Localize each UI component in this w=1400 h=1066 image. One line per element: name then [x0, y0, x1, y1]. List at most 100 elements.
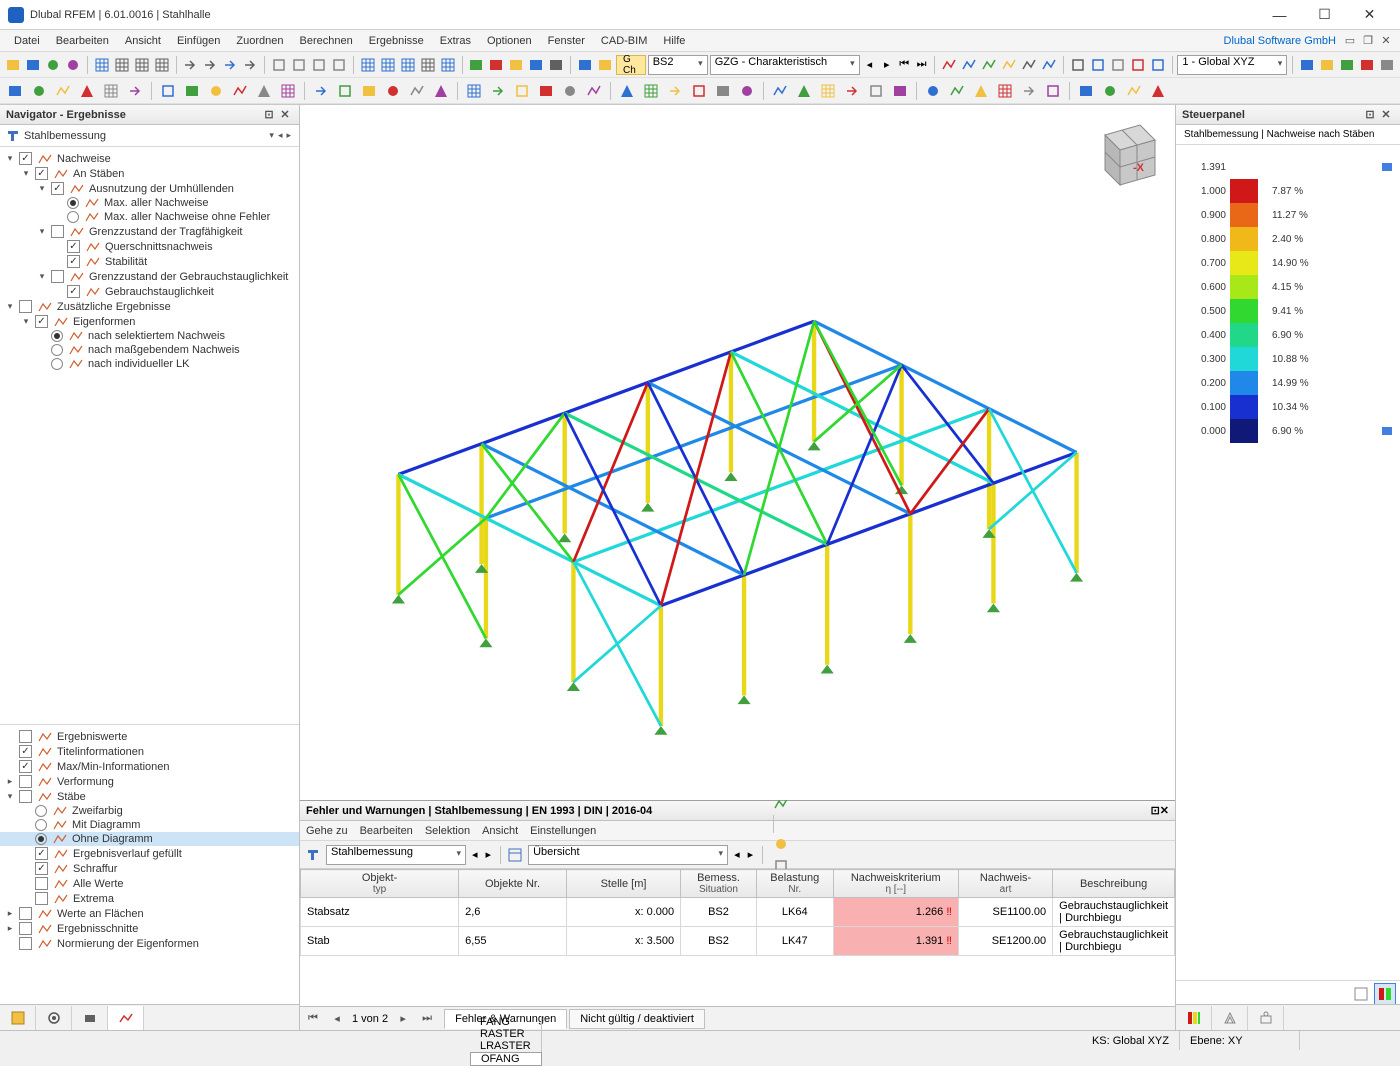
nav-button[interactable]: ⏮ — [897, 54, 912, 76]
tree-node[interactable]: Ohne Diagramm — [0, 832, 299, 846]
toolbar-button[interactable] — [277, 80, 299, 102]
tree-node[interactable]: Max. aller Nachweise — [0, 196, 299, 210]
tree-node[interactable]: Schraffur — [0, 861, 299, 876]
toolbar-button[interactable] — [133, 54, 151, 76]
cp-icon-1[interactable] — [1350, 983, 1372, 1005]
errors-pin-icon[interactable]: ⊡ — [1151, 804, 1160, 817]
tree-node[interactable]: ▸Ergebnisschnitte — [0, 921, 299, 936]
tree-node[interactable]: ▾Grenzzustand der Tragfähigkeit — [0, 224, 299, 239]
checkbox[interactable] — [35, 315, 48, 328]
toolbar-button[interactable] — [221, 54, 239, 76]
toolbar-button[interactable] — [4, 54, 22, 76]
cp-close-icon[interactable]: ✕ — [1378, 108, 1394, 121]
menu-zuordnen[interactable]: Zuordnen — [228, 33, 291, 49]
nav-button[interactable]: ▸ — [879, 54, 894, 76]
tree-node[interactable]: ▸Werte an Flächen — [0, 906, 299, 921]
tree-node[interactable]: nach individueller LK — [0, 357, 299, 371]
next-icon[interactable]: ▸ — [484, 848, 494, 861]
toolbar-button[interactable] — [817, 80, 839, 102]
cp-tab-2[interactable] — [1212, 1006, 1248, 1030]
toolbar-button[interactable] — [44, 54, 62, 76]
radio[interactable] — [35, 819, 47, 831]
tree-node[interactable]: Titelinformationen — [0, 744, 299, 759]
toolbar-button[interactable] — [946, 80, 968, 102]
checkbox[interactable] — [19, 775, 32, 788]
toolbar-button[interactable] — [616, 80, 638, 102]
status-item[interactable]: FANG — [470, 1016, 542, 1028]
toolbar-button[interactable] — [770, 833, 792, 855]
brand-label[interactable]: Dlubal Software GmbH — [1224, 35, 1343, 47]
radio[interactable] — [51, 358, 63, 370]
cp-tab-3[interactable] — [1248, 1006, 1284, 1030]
maximize-button[interactable]: ☐ — [1302, 1, 1347, 29]
toolbar-button[interactable] — [241, 54, 259, 76]
tree-node[interactable]: Alle Werte — [0, 876, 299, 891]
table-row[interactable]: Stab6,55x: 3.500BS2LK471.391 ‼SE1200.00G… — [301, 927, 1175, 956]
toolbar-button[interactable] — [1018, 80, 1040, 102]
pager-tab[interactable]: Nicht gültig / deaktiviert — [569, 1009, 705, 1029]
mdi-close-icon[interactable]: ✕ — [1378, 34, 1394, 47]
toolbar-button[interactable] — [310, 80, 332, 102]
toolbar-button[interactable] — [201, 54, 219, 76]
toolbar-button[interactable] — [960, 54, 978, 76]
toolbar-button[interactable] — [664, 80, 686, 102]
checkbox[interactable] — [35, 167, 48, 180]
menu-hilfe[interactable]: Hilfe — [655, 33, 693, 49]
checkbox[interactable] — [19, 790, 32, 803]
menu-ergebnisse[interactable]: Ergebnisse — [361, 33, 432, 49]
nav-tab-3[interactable] — [72, 1006, 108, 1030]
toolbar-button[interactable] — [229, 80, 251, 102]
tree-node[interactable]: Normierung der Eigenformen — [0, 936, 299, 951]
errors-menu-item[interactable]: Bearbeiten — [360, 825, 413, 837]
checkbox[interactable] — [19, 907, 32, 920]
toolbar-button[interactable] — [1123, 80, 1145, 102]
toolbar-button[interactable] — [507, 54, 525, 76]
toolbar-tag[interactable]: G Ch — [616, 55, 646, 75]
toolbar-button[interactable] — [113, 54, 131, 76]
toolbar-button[interactable] — [290, 54, 308, 76]
menu-ansicht[interactable]: Ansicht — [117, 33, 169, 49]
errors-combo-1[interactable]: Stahlbemessung — [326, 845, 466, 865]
toolbar-button[interactable] — [100, 80, 122, 102]
table-header[interactable]: Nachweiskriteriumη [--] — [833, 870, 958, 898]
toolbar-button[interactable] — [153, 54, 171, 76]
close-pane-icon[interactable]: ✕ — [277, 108, 293, 121]
prev2-icon[interactable]: ◂ — [732, 848, 742, 861]
checkbox[interactable] — [51, 225, 64, 238]
minimize-button[interactable]: — — [1257, 1, 1302, 29]
toolbar-button[interactable] — [406, 80, 428, 102]
radio[interactable] — [35, 833, 47, 845]
toolbar-button[interactable] — [358, 80, 380, 102]
table-row[interactable]: Stabsatz2,6x: 0.000BS2LK641.266 ‼SE1100.… — [301, 898, 1175, 927]
toolbar-button[interactable] — [24, 54, 42, 76]
toolbar-button[interactable] — [1358, 54, 1376, 76]
toolbar-button[interactable] — [712, 80, 734, 102]
combo-situation[interactable]: GZG - Charakteristisch — [710, 55, 860, 75]
menu-optionen[interactable]: Optionen — [479, 33, 540, 49]
tree-node[interactable]: ▸Verformung — [0, 774, 299, 789]
cp-icon-2[interactable] — [1374, 983, 1396, 1005]
table-header[interactable]: Nachweis-art — [958, 870, 1052, 898]
checkbox[interactable] — [19, 745, 32, 758]
toolbar-button[interactable] — [419, 54, 437, 76]
menu-extras[interactable]: Extras — [432, 33, 479, 49]
tree-node[interactable]: Max. aller Nachweise ohne Fehler — [0, 210, 299, 224]
table-header[interactable]: Beschreibung — [1053, 870, 1175, 898]
tree-node[interactable]: Querschnittsnachweis — [0, 239, 299, 254]
toolbar-button[interactable] — [270, 54, 288, 76]
tree-node[interactable]: Zweifarbig — [0, 804, 299, 818]
checkbox[interactable] — [35, 877, 48, 890]
page-first-icon[interactable]: ⏮ — [304, 1012, 322, 1025]
toolbar-button[interactable] — [487, 54, 505, 76]
radio[interactable] — [51, 330, 63, 342]
toolbar-button[interactable] — [865, 80, 887, 102]
legend-slider-bottom[interactable] — [1382, 427, 1392, 435]
checkbox[interactable] — [51, 270, 64, 283]
toolbar-button[interactable] — [52, 80, 74, 102]
radio[interactable] — [35, 805, 47, 817]
toolbar-button[interactable] — [596, 54, 614, 76]
errors-menu-item[interactable]: Selektion — [425, 825, 470, 837]
table-header[interactable]: Stelle [m] — [566, 870, 680, 898]
chevron-down-icon[interactable]: ▾ — [267, 130, 276, 141]
tree-node[interactable]: nach selektiertem Nachweis — [0, 329, 299, 343]
